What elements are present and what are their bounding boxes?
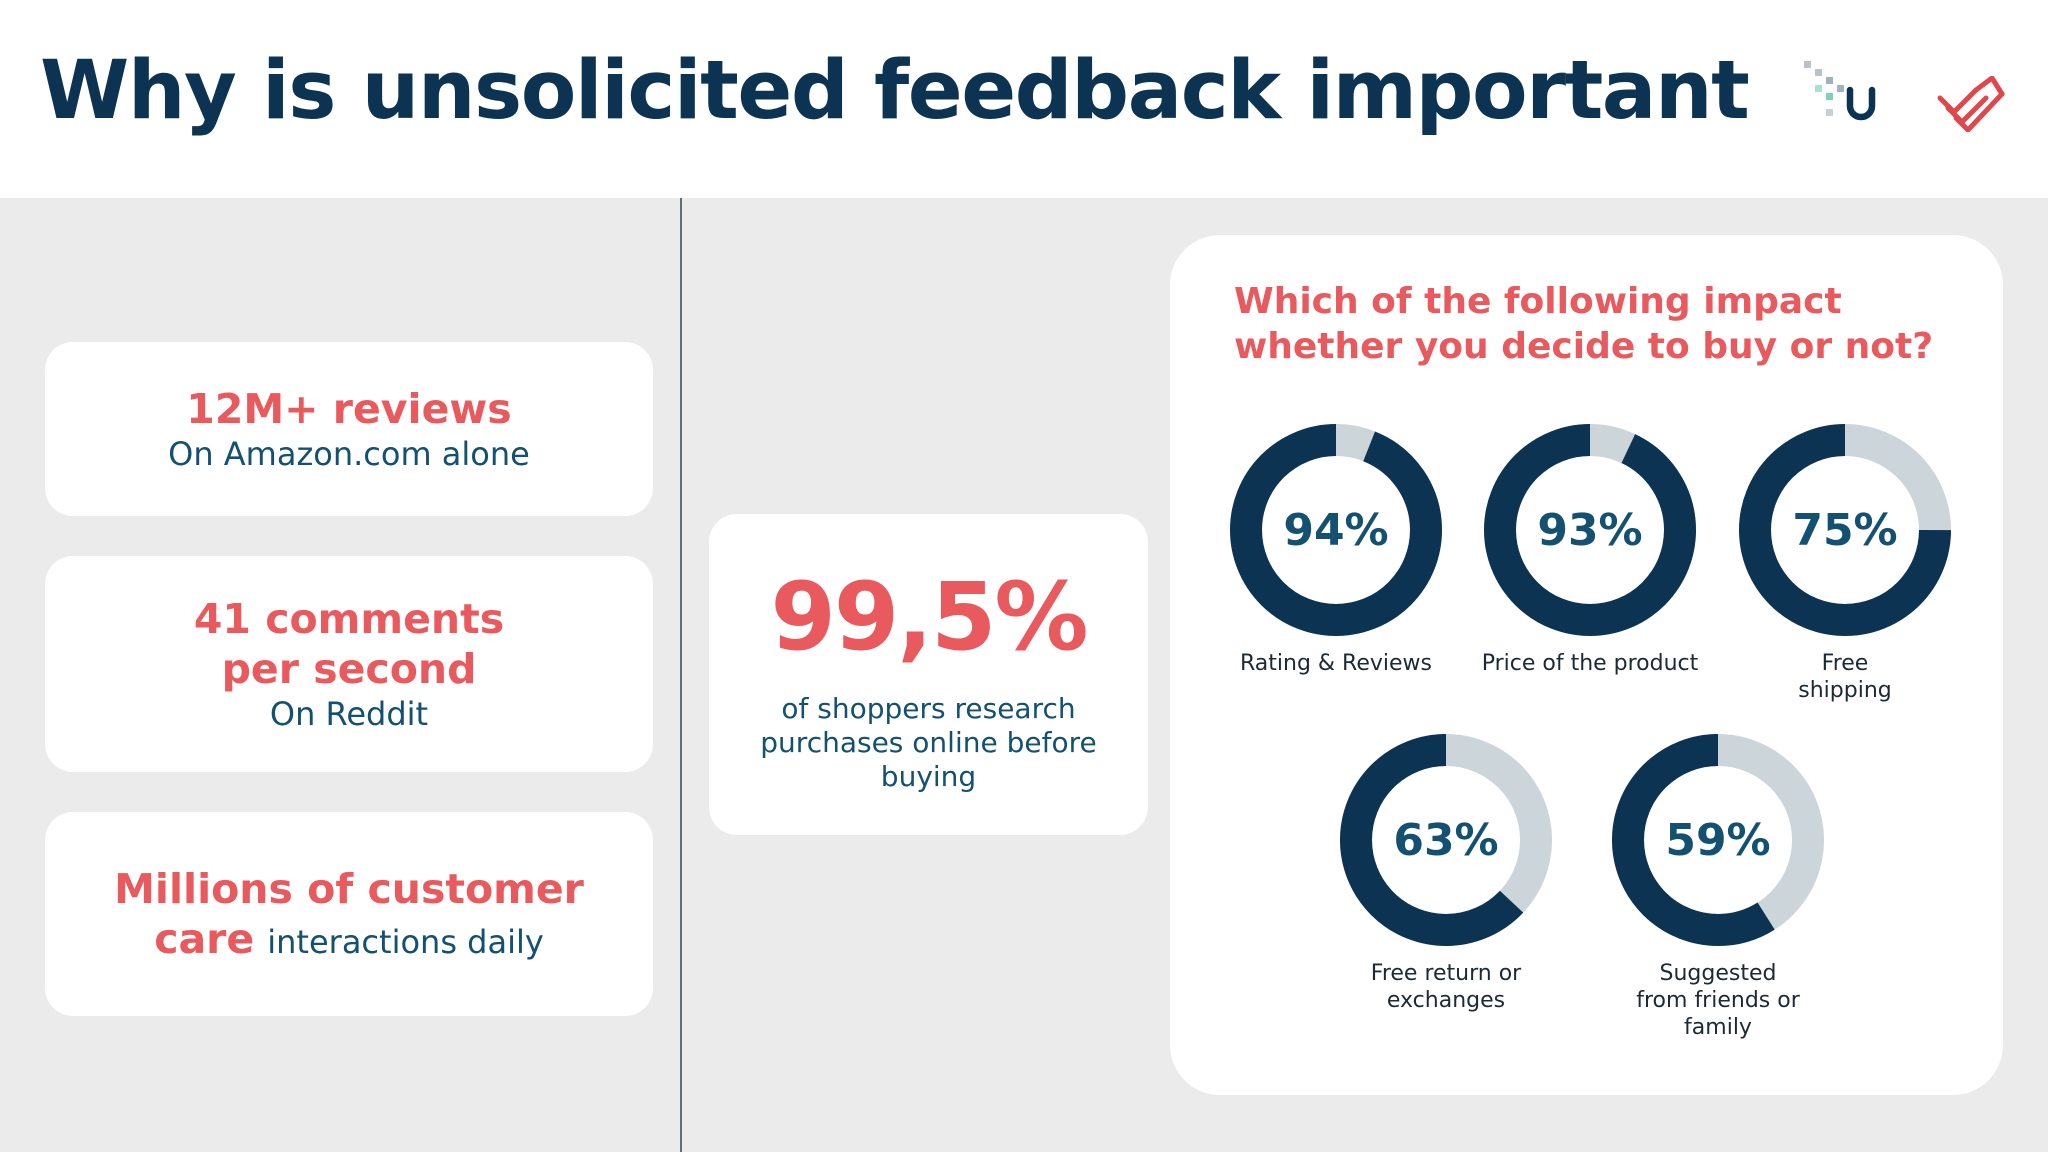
donut-arc bbox=[1230, 424, 1442, 636]
donut-percent: 94% bbox=[1283, 504, 1389, 556]
stat-subline: On Amazon.com alone bbox=[168, 435, 530, 473]
donut-label: Suggested from friends or family bbox=[1558, 960, 1878, 1041]
donut-ring bbox=[1739, 424, 1951, 636]
donut-percent: 59% bbox=[1665, 814, 1771, 866]
research-stat-value: 99,5% bbox=[770, 563, 1088, 672]
survey-question: Which of the following impact whether yo… bbox=[1234, 279, 1954, 369]
research-stat-description: of shoppers research purchases online be… bbox=[760, 692, 1097, 793]
dotted-u-logo-icon bbox=[1804, 61, 1876, 121]
donut-label-line2: exchanges bbox=[1386, 988, 1506, 1013]
stat-subline: interactions daily bbox=[267, 923, 544, 961]
stat-card-reddit-comments: 41 comments per second On Reddit bbox=[45, 556, 653, 772]
donut-label: Rating & Reviews bbox=[1239, 651, 1433, 676]
donut-arc bbox=[1612, 734, 1824, 946]
stat-headline-line2-row: care interactions daily bbox=[154, 914, 544, 964]
donut-percent: 75% bbox=[1792, 504, 1898, 556]
stat-headline-line2: per second bbox=[221, 645, 477, 693]
donut-label-line2: from friends or bbox=[1636, 988, 1800, 1013]
donut-ring bbox=[1230, 424, 1442, 636]
donut-ring bbox=[1612, 734, 1824, 946]
research-stat-card: 99,5% of shoppers research purchases onl… bbox=[709, 514, 1148, 835]
donut-free-returns: 63% Free return or exchanges bbox=[1336, 730, 1556, 1013]
donut-friend-suggestions: 59% Suggested from friends or family bbox=[1608, 730, 1828, 1040]
donut-arc bbox=[1739, 424, 1951, 636]
donut-label-line1: Free bbox=[1821, 651, 1869, 676]
stat-card-amazon-reviews: 12M+ reviews On Amazon.com alone bbox=[45, 342, 653, 516]
stat-headline: 12M+ reviews bbox=[186, 385, 512, 433]
stat-card-customer-care: Millions of customer care interactions d… bbox=[45, 812, 653, 1016]
header-bar: Why is unsolicited feedback important bbox=[0, 0, 2048, 198]
donut-label-line1: Free return or bbox=[1370, 961, 1522, 986]
stat-headline-line1: 41 comments bbox=[193, 595, 505, 643]
page-title: Why is unsolicited feedback important bbox=[40, 44, 1750, 138]
donut-arc bbox=[1340, 734, 1552, 946]
vertical-divider bbox=[680, 198, 682, 1152]
donut-ring bbox=[1340, 734, 1552, 946]
donut-label-line2: shipping bbox=[1798, 678, 1892, 703]
donut-label: Price of the product bbox=[1481, 651, 1699, 676]
donut-label-line3: family bbox=[1684, 1015, 1752, 1040]
survey-question-line2: whether you decide to buy or not? bbox=[1234, 326, 1934, 367]
stat-subline: On Reddit bbox=[269, 695, 429, 733]
stat-headline-line2: care bbox=[154, 915, 255, 963]
red-check-stack-logo-icon bbox=[1937, 76, 2005, 132]
donut-percent: 63% bbox=[1393, 814, 1499, 866]
donut-free-shipping: 75% Free shipping bbox=[1735, 420, 1955, 703]
donut-label-line1: Suggested bbox=[1659, 961, 1777, 986]
donut-label: Free shipping bbox=[1685, 650, 2005, 704]
donut-label: Free return or exchanges bbox=[1286, 960, 1606, 1014]
donut-rating-reviews: 94% Rating & Reviews bbox=[1226, 420, 1446, 676]
donut-arc bbox=[1484, 424, 1696, 636]
stat-headline-line1: Millions of customer bbox=[114, 865, 584, 913]
donut-price: 93% Price of the product bbox=[1480, 420, 1700, 676]
survey-card: Which of the following impact whether yo… bbox=[1170, 235, 2003, 1095]
donut-ring bbox=[1484, 424, 1696, 636]
survey-question-line1: Which of the following impact bbox=[1234, 281, 1842, 322]
donut-percent: 93% bbox=[1537, 504, 1643, 556]
